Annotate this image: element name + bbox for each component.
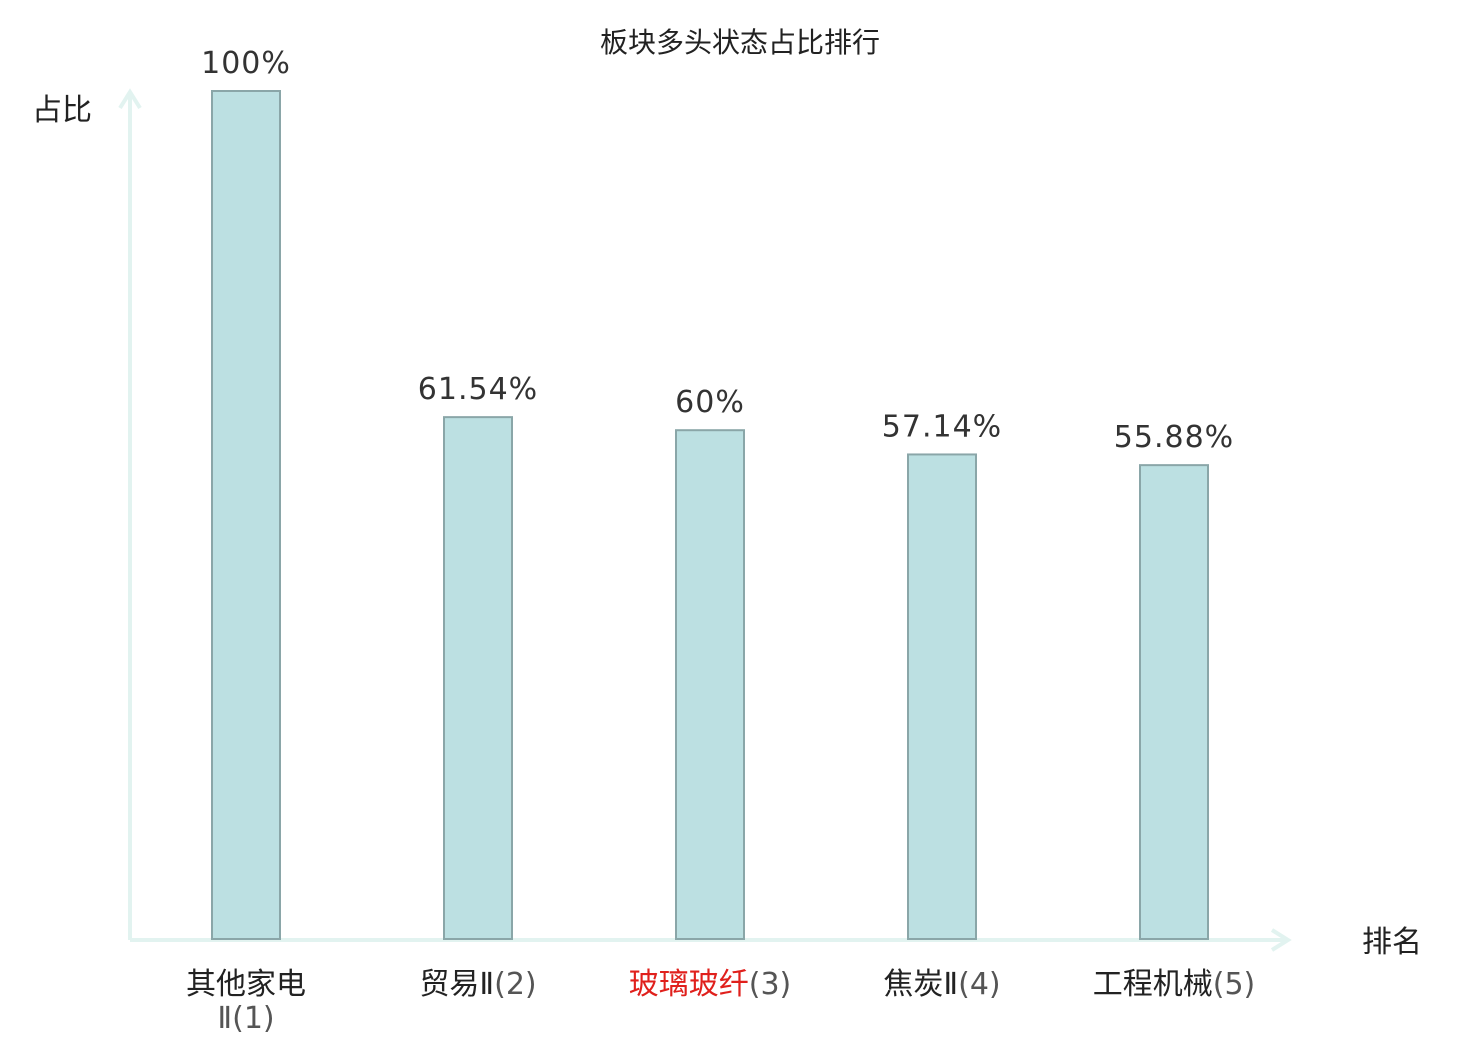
- x-axis: [130, 928, 1292, 952]
- category-label-2: 贸易Ⅱ(2): [419, 967, 536, 1002]
- bar-1: [211, 90, 281, 940]
- y-axis-label: 占比: [32, 93, 92, 128]
- category-rank-3: (3): [749, 967, 792, 1002]
- category-label-4: 焦炭Ⅱ(4): [883, 967, 1000, 1002]
- category-name-2: 贸易Ⅱ: [419, 967, 494, 1002]
- bar-4: [907, 453, 977, 940]
- bar-5: [1139, 464, 1209, 940]
- bar-3: [675, 429, 745, 940]
- category-name-4: 焦炭Ⅱ: [883, 967, 958, 1002]
- bars-group: [211, 90, 1209, 940]
- category-rank-4: (4): [958, 967, 1001, 1002]
- category-rank-2: (2): [494, 967, 537, 1002]
- chart-title: 板块多头状态占比排行: [600, 26, 880, 59]
- value-label-2: 61.54%: [418, 372, 538, 407]
- category-rank-1: Ⅱ(1): [217, 1001, 274, 1036]
- category-name-5: 工程机械: [1093, 967, 1213, 1002]
- value-label-3: 60%: [675, 385, 745, 420]
- bar-2: [443, 416, 513, 940]
- category-label-3: 玻璃玻纤(3): [629, 967, 792, 1002]
- category-label-1: 其他家电 Ⅱ(1): [186, 967, 306, 1036]
- value-label-5: 55.88%: [1114, 420, 1234, 455]
- x-axis-label: 排名: [1362, 925, 1422, 960]
- category-label-5: 工程机械(5): [1093, 967, 1256, 1002]
- value-labels-group: 100% 61.54% 60% 57.14% 55.88%: [201, 46, 1234, 455]
- y-axis: [118, 88, 142, 940]
- category-rank-5: (5): [1213, 967, 1256, 1002]
- value-label-1: 100%: [201, 46, 291, 81]
- category-labels-group: 其他家电 Ⅱ(1) 贸易Ⅱ(2) 玻璃玻纤(3) 焦炭Ⅱ(4) 工程机械(5): [186, 967, 1255, 1036]
- value-label-4: 57.14%: [882, 409, 1002, 444]
- category-name-1: 其他家电: [186, 967, 306, 1002]
- category-name-3: 玻璃玻纤: [629, 967, 749, 1002]
